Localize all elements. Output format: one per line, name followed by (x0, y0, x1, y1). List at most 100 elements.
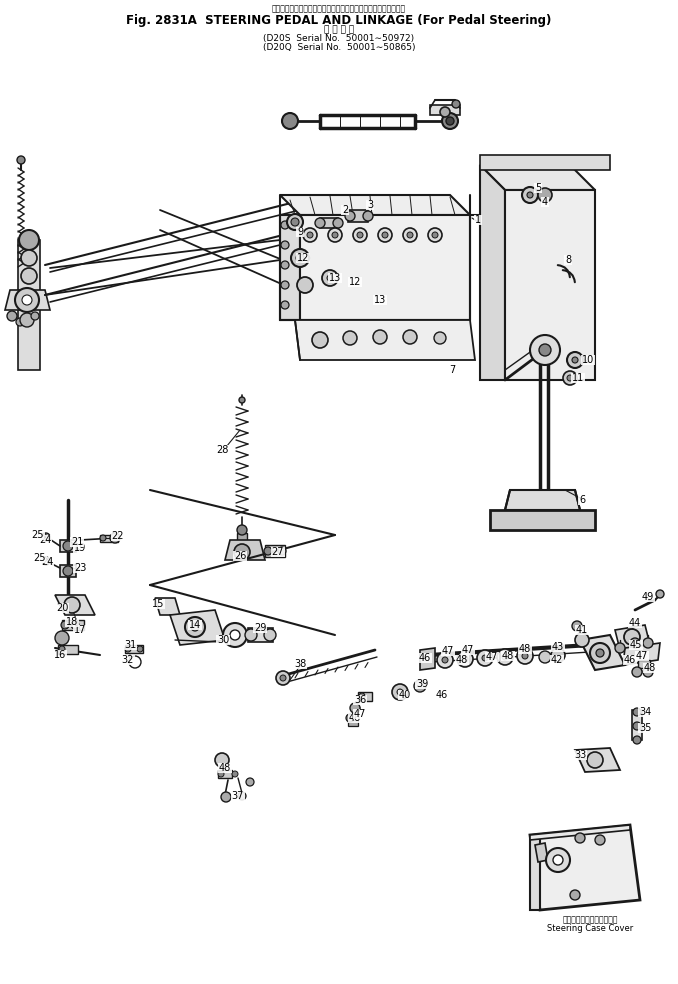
Circle shape (382, 232, 388, 238)
Circle shape (403, 330, 417, 344)
Circle shape (630, 638, 640, 648)
Text: 5: 5 (535, 183, 541, 193)
Text: 18: 18 (66, 617, 78, 627)
Bar (348, 210, 368, 222)
Circle shape (397, 689, 403, 695)
Circle shape (137, 646, 143, 652)
Circle shape (245, 629, 257, 641)
Text: 47: 47 (442, 646, 454, 656)
Text: 12: 12 (297, 253, 309, 263)
Circle shape (596, 649, 604, 657)
Circle shape (624, 629, 640, 645)
Text: 39: 39 (416, 679, 428, 689)
Text: 22: 22 (112, 531, 124, 541)
Polygon shape (480, 155, 610, 170)
Circle shape (656, 590, 664, 598)
Text: 26: 26 (234, 551, 246, 561)
Circle shape (350, 703, 360, 713)
Text: 21: 21 (71, 537, 83, 547)
Circle shape (587, 752, 603, 768)
Text: 46: 46 (624, 655, 636, 665)
Polygon shape (535, 843, 548, 862)
Circle shape (570, 890, 580, 900)
Polygon shape (225, 540, 265, 560)
Circle shape (230, 630, 240, 640)
Text: 適 用 号 機: 適 用 号 機 (324, 25, 354, 34)
Text: 48: 48 (502, 651, 514, 661)
Bar (100, 535, 118, 542)
Text: 37: 37 (232, 791, 244, 801)
Circle shape (567, 375, 573, 381)
Circle shape (42, 557, 46, 561)
Circle shape (20, 313, 34, 327)
Circle shape (563, 371, 577, 385)
Circle shape (322, 270, 338, 286)
Circle shape (21, 250, 37, 266)
Polygon shape (575, 748, 620, 772)
Circle shape (572, 357, 578, 363)
Circle shape (482, 655, 488, 661)
Circle shape (287, 214, 303, 230)
Circle shape (296, 254, 304, 262)
Circle shape (191, 623, 199, 631)
Circle shape (357, 232, 363, 238)
Circle shape (42, 557, 50, 565)
Polygon shape (170, 610, 225, 645)
Circle shape (346, 714, 354, 722)
Text: 40: 40 (399, 690, 411, 700)
Circle shape (378, 228, 392, 242)
Text: 23: 23 (74, 563, 86, 573)
Bar (638, 660, 650, 668)
Polygon shape (490, 510, 595, 530)
Text: 46: 46 (436, 690, 448, 700)
Text: 44: 44 (629, 618, 641, 628)
Circle shape (359, 693, 365, 699)
Text: 42: 42 (551, 655, 563, 665)
Circle shape (7, 311, 17, 321)
Circle shape (363, 211, 373, 221)
Polygon shape (155, 598, 180, 615)
Bar (320, 218, 338, 228)
Text: 12: 12 (348, 277, 361, 287)
Bar (60, 565, 76, 577)
Circle shape (22, 295, 32, 305)
Circle shape (373, 330, 387, 344)
Text: 38: 38 (294, 659, 306, 669)
Circle shape (239, 397, 245, 403)
Circle shape (539, 344, 551, 356)
Polygon shape (623, 643, 660, 665)
Text: 49: 49 (642, 592, 654, 602)
Text: 36: 36 (354, 695, 366, 705)
Circle shape (312, 332, 328, 348)
Circle shape (546, 848, 570, 872)
Bar (218, 770, 232, 778)
Circle shape (440, 107, 450, 117)
Circle shape (278, 547, 286, 555)
Text: 25: 25 (34, 553, 46, 563)
Circle shape (477, 650, 493, 666)
Circle shape (303, 228, 317, 242)
Circle shape (434, 332, 446, 344)
Circle shape (221, 792, 231, 802)
Text: 19: 19 (74, 543, 86, 553)
Text: 48: 48 (519, 644, 531, 654)
Circle shape (551, 648, 565, 662)
Circle shape (502, 654, 508, 660)
Circle shape (633, 722, 641, 730)
Circle shape (281, 281, 289, 289)
Circle shape (428, 228, 442, 242)
Circle shape (327, 275, 333, 281)
Polygon shape (55, 595, 95, 615)
Circle shape (332, 232, 338, 238)
Text: 34: 34 (639, 707, 651, 717)
Circle shape (553, 855, 563, 865)
Text: 3: 3 (367, 200, 373, 210)
Circle shape (282, 113, 298, 129)
Text: 7: 7 (449, 365, 455, 375)
Text: 48: 48 (219, 763, 231, 773)
Circle shape (575, 633, 589, 647)
Bar (58, 645, 78, 654)
Circle shape (218, 771, 224, 777)
Circle shape (55, 631, 69, 645)
Text: ステアリングペダルおよびリンケージ（ペダルステアリング用）: ステアリングペダルおよびリンケージ（ペダルステアリング用） (272, 4, 406, 13)
